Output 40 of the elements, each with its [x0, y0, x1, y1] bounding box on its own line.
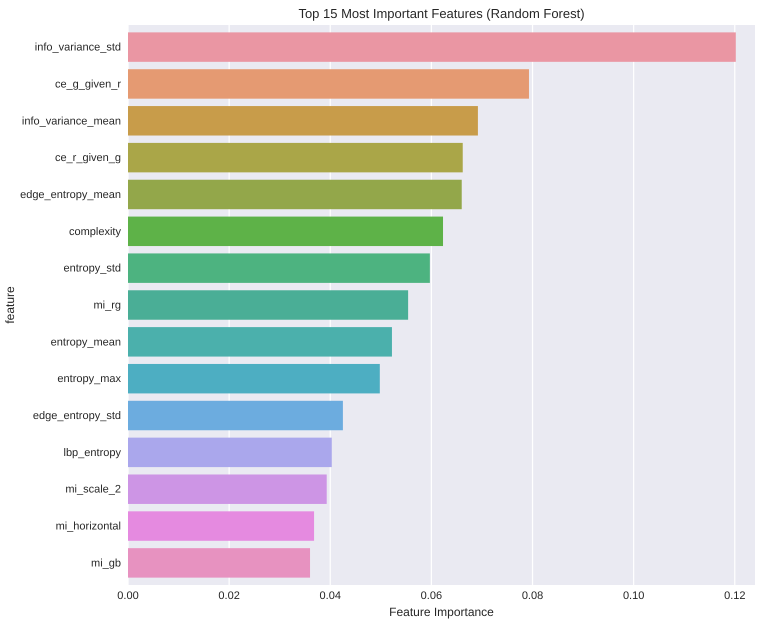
- y-tick-label: complexity: [69, 226, 122, 238]
- bar: [128, 290, 408, 320]
- y-tick-label: entropy_std: [64, 262, 121, 275]
- bar: [128, 364, 380, 394]
- bar: [128, 216, 444, 246]
- y-tick-label: mi_scale_2: [65, 484, 121, 496]
- bar: [128, 142, 463, 172]
- y-tick-label: edge_entropy_std: [32, 410, 121, 422]
- y-tick-label: edge_entropy_mean: [20, 188, 121, 201]
- y-tick-label: entropy_mean: [50, 336, 121, 348]
- x-tick-label: 0.12: [724, 590, 746, 602]
- bar: [128, 253, 430, 283]
- bar: [128, 474, 327, 504]
- y-tick-label: info_variance_mean: [22, 115, 121, 128]
- x-tick-label: 0.08: [522, 590, 544, 602]
- x-tick-label: 0.10: [622, 590, 644, 602]
- x-tick-label: 0.06: [420, 590, 442, 602]
- bar: [128, 69, 529, 99]
- bar: [128, 438, 332, 468]
- x-tick-label: 0.00: [117, 590, 139, 602]
- bar: [128, 400, 343, 430]
- x-tick-label: 0.04: [320, 590, 341, 602]
- y-tick-label: ce_r_given_g: [54, 152, 121, 164]
- y-tick-label: mi_rg: [93, 300, 121, 312]
- x-tick-label: 0.02: [218, 590, 240, 602]
- bar: [128, 32, 736, 62]
- chart-title: Top 15 Most Important Features (Random Forest): [298, 6, 585, 21]
- y-tick-label: info_variance_std: [34, 42, 121, 54]
- bar: [128, 327, 392, 357]
- y-tick-label: mi_gb: [91, 557, 121, 570]
- y-axis-title: feature: [3, 286, 17, 324]
- x-axis-title: Feature Importance: [389, 605, 494, 619]
- y-tick-label: mi_horizontal: [56, 520, 121, 533]
- y-tick-label: lbp_entropy: [64, 446, 122, 459]
- y-tick-label: entropy_max: [57, 373, 122, 386]
- bar: [128, 180, 462, 210]
- bar: [128, 548, 310, 578]
- bar: [128, 511, 314, 541]
- y-tick-label: ce_g_given_r: [54, 78, 122, 90]
- bar: [128, 106, 478, 136]
